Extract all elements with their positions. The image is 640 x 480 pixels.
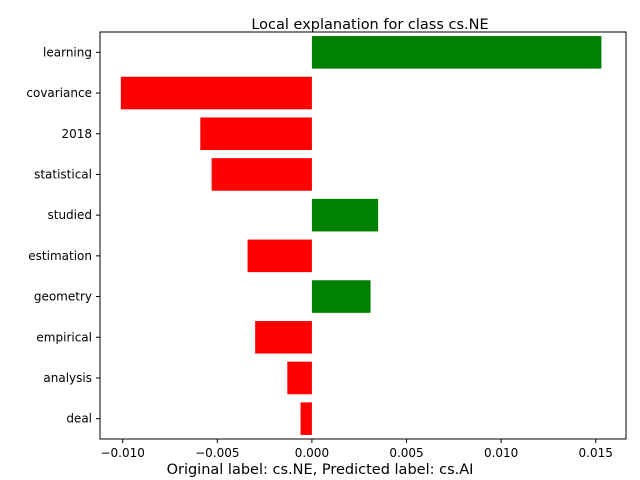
- bar-covariance: [120, 76, 312, 110]
- y-tick-label: estimation: [28, 249, 92, 263]
- y-tick-label: empirical: [36, 330, 92, 344]
- bar-deal: [300, 402, 312, 435]
- bar-2018: [200, 117, 312, 151]
- y-tick-label: geometry: [34, 290, 92, 304]
- y-tick-label: studied: [47, 208, 92, 222]
- y-tick-label: covariance: [26, 86, 92, 100]
- bar-statistical: [211, 158, 312, 191]
- x-axis: −0.010 −0.005 0.000 0.005 0.010 0.015: [100, 439, 613, 460]
- y-tick-label: statistical: [34, 167, 92, 181]
- y-tick-label: deal: [66, 412, 92, 426]
- bar-empirical: [255, 320, 312, 354]
- x-tick-label: −0.005: [195, 446, 239, 460]
- y-axis: learning covariance 2018 statistical studied…: [26, 45, 100, 426]
- prediction-caption: Original label: cs.NE, Predicted label: …: [167, 462, 474, 478]
- bar-studied: [311, 198, 379, 232]
- bar-estimation: [247, 239, 312, 273]
- y-tick-label: analysis: [43, 371, 92, 385]
- x-tick-label: 0.000: [295, 446, 329, 460]
- bar-geometry: [311, 280, 371, 313]
- x-tick-label: −0.010: [100, 446, 144, 460]
- bar-learning: [311, 36, 602, 69]
- y-tick-label: 2018: [61, 127, 92, 141]
- y-tick-label: learning: [43, 45, 92, 59]
- bars-layer: [120, 36, 602, 435]
- x-tick-label: 0.015: [579, 446, 613, 460]
- plot-frame: [99, 31, 627, 440]
- chart-title: Local explanation for class cs.NE: [251, 17, 488, 33]
- x-tick-label: 0.010: [484, 446, 518, 460]
- x-tick-label: 0.005: [389, 446, 423, 460]
- bar-analysis: [287, 361, 312, 395]
